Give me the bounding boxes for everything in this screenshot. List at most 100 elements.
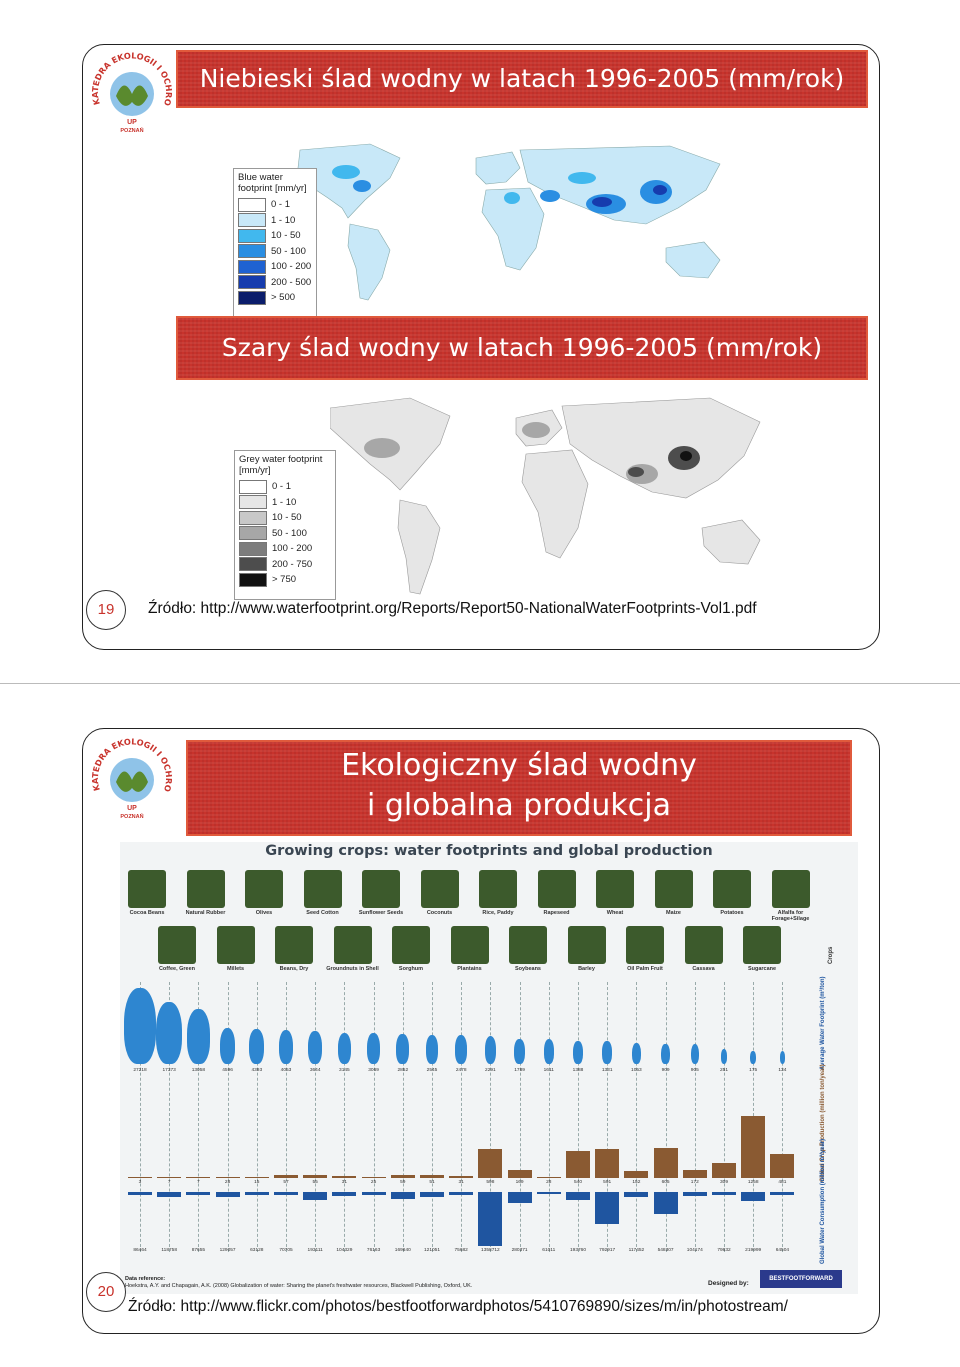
footprint-icon	[156, 1001, 183, 1064]
guide-line	[490, 982, 492, 1252]
guide-line	[782, 982, 784, 1252]
footprint-icon	[720, 1049, 728, 1064]
footprint-icon	[514, 1038, 525, 1064]
consumption-value: 86464	[133, 1248, 147, 1253]
legend-swatch	[239, 572, 267, 587]
footprint-icon	[337, 1032, 351, 1064]
logo-bottom-text: POZNAŃ	[120, 126, 143, 134]
water-footprint-infographic: Growing crops: water footprints and glob…	[120, 842, 858, 1294]
footprint-icon	[186, 1008, 210, 1064]
production-value: 591	[603, 1180, 612, 1185]
production-value: 481	[778, 1180, 787, 1185]
footprint-icon	[661, 1043, 670, 1064]
consumption-value: 104174	[686, 1248, 703, 1253]
source-citation-2[interactable]: Źródło: http://www.flickr.com/photos/bes…	[128, 1298, 788, 1315]
footprint-value: 3644	[309, 1068, 321, 1073]
production-bar	[361, 1176, 386, 1178]
guide-line	[724, 982, 725, 1252]
footprint-value: 13058	[191, 1068, 206, 1073]
production-value: 28	[546, 1180, 552, 1185]
consumption-bar	[449, 1192, 474, 1195]
footprint-icon	[308, 1031, 323, 1064]
footprint-value: 1388	[572, 1068, 584, 1073]
page-number-19: 19	[86, 590, 126, 630]
production-value: 1258	[747, 1180, 759, 1185]
production-bar	[332, 1176, 357, 1178]
guide-line	[140, 982, 141, 1252]
designed-by-label: Designed by:	[708, 1280, 749, 1287]
legend-swatch	[238, 244, 266, 259]
crop-label: Groundnuts in Shell	[326, 966, 379, 972]
production-bar	[390, 1175, 415, 1178]
consumption-bar	[566, 1192, 590, 1200]
consumption-bar	[420, 1192, 444, 1197]
crop-label: Rice, Paddy	[482, 910, 514, 916]
crop-label: Rapeseed	[543, 910, 570, 916]
consumption-value: 64504	[775, 1248, 790, 1253]
logo-center-text: UP	[127, 805, 137, 812]
consumption-value: 76163	[366, 1248, 381, 1253]
footprint-value: 2852	[397, 1068, 409, 1073]
crop-icon	[392, 926, 430, 964]
consumption-bar	[361, 1192, 386, 1196]
footprint-value: 2545	[426, 1068, 438, 1073]
production-value: 309	[719, 1180, 728, 1185]
grey-legend-title: Grey water footprint [mm/yr]	[239, 454, 323, 476]
consumption-value: 280371	[511, 1248, 528, 1253]
crop-icon	[245, 870, 283, 908]
production-bar	[157, 1177, 182, 1178]
legend-item: 0 - 1	[239, 479, 331, 495]
legend-item: 1 - 10	[238, 213, 312, 229]
crop-icon	[654, 870, 693, 908]
legend-item: 10 - 50	[239, 510, 331, 526]
consumption-value: 792917	[599, 1248, 616, 1253]
legend-swatch	[239, 510, 267, 525]
footprint-value: 2291	[485, 1068, 496, 1073]
production-bar	[741, 1116, 766, 1178]
guide-line	[548, 982, 550, 1252]
logo-bottom-text: POZNAŃ	[120, 812, 143, 820]
slide-title-eco: Ekologiczny ślad wodny i globalna produk…	[186, 740, 852, 836]
guide-line	[256, 982, 258, 1252]
production-value: 605	[661, 1180, 670, 1185]
crop-label: Sugarcane	[747, 966, 777, 972]
consumption-bar	[712, 1192, 736, 1196]
crop-label: Alfalfa for Forage+Silage	[771, 910, 810, 922]
production-bar	[215, 1176, 240, 1178]
legend-item: 200 - 750	[239, 557, 331, 573]
consumption-value: 63128	[250, 1248, 264, 1253]
consumption-bar	[274, 1192, 298, 1195]
consumption-bar	[390, 1192, 415, 1199]
consumption-value: 61011	[542, 1248, 556, 1253]
production-bar	[595, 1148, 620, 1178]
guide-line	[519, 982, 521, 1252]
footprint-value: 251	[719, 1068, 728, 1073]
crop-icon	[450, 926, 489, 964]
crop-label: Sunflower Seeds	[358, 910, 404, 916]
crop-label: Plantains	[457, 966, 482, 972]
guide-line	[315, 982, 317, 1252]
title-line-1: Ekologiczny ślad wodny	[341, 748, 697, 783]
crop-icon	[275, 926, 313, 964]
crop-label: Seed Cotton	[306, 910, 339, 916]
title-line-2: i globalna produkcja	[366, 788, 671, 823]
footprint-value: 1789	[514, 1068, 525, 1073]
crop-label: Beans, Dry	[279, 966, 309, 972]
crop-icon	[303, 870, 342, 908]
crop-icon	[713, 870, 751, 908]
production-bar	[244, 1177, 269, 1178]
consumption-value: 104329	[336, 1248, 353, 1253]
legend-item: 10 - 50	[238, 228, 312, 244]
consumption-value: 169640	[394, 1248, 411, 1253]
data-reference: Data reference: Hoekstra, A.Y. and Chapa…	[125, 1276, 472, 1289]
footprint-icon	[249, 1028, 265, 1064]
production-bar	[186, 1177, 211, 1178]
legend-swatch	[238, 213, 266, 228]
source-citation-1[interactable]: Źródło: http://www.waterfootprint.org/Re…	[148, 600, 757, 617]
production-value: 59	[400, 1180, 406, 1185]
legend-swatch	[238, 275, 266, 290]
crop-label: Coffee, Green	[158, 966, 196, 972]
grey-water-footprint-map	[330, 388, 770, 600]
university-logo: KATEDRA EKOLOGII I OCHRONY ŚRODOWISKA UP…	[86, 46, 176, 136]
crop-icon	[567, 926, 606, 964]
